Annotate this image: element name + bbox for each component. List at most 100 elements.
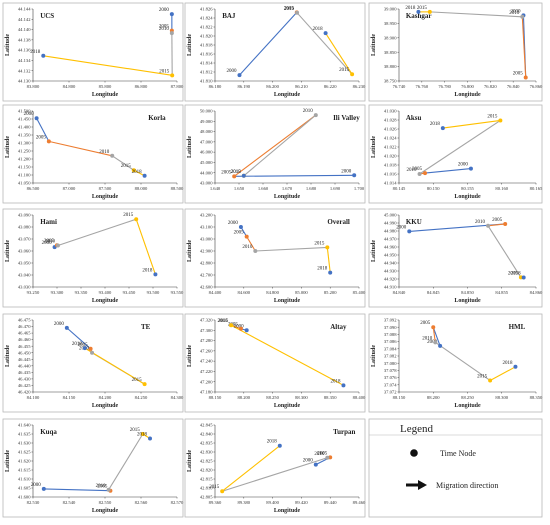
x-tick-label: 84.150 [63,395,76,400]
x-tick-label: 89.420 [295,500,308,505]
time-node-2010 [313,113,318,118]
time-node-label-2015: 2015 [417,6,428,11]
time-node-2018 [341,383,346,388]
time-node-label-2018: 2018 [30,50,41,55]
time-node-label-2015: 2015 [314,241,325,246]
x-tick-label: 82.560 [135,500,148,505]
y-tick-label: 46.000 [200,150,213,155]
time-node-2015 [140,432,145,436]
y-tick-label: 46.460 [18,337,31,342]
legend-title: Legend [400,423,433,435]
time-node-label-2000: 2000 [303,459,314,464]
time-node-label-2015: 2015 [130,428,141,433]
time-node-label-2000: 2000 [341,169,352,174]
x-tick-label: 1.650 [234,186,245,191]
y-tick-label: 41.100 [18,173,31,178]
y-tick-label: 45.000 [200,160,213,165]
migration-segment-2015-2018 [84,347,145,385]
time-node-label-2018: 2018 [267,440,278,445]
time-node-label-2000: 2000 [159,8,170,13]
time-node-label-2015: 2015 [487,114,498,119]
y-tick-label: 44.130 [18,79,31,84]
panel-aksu: 80.145 80.150 80.155 80.160 80.165 41.014 41.0… [368,104,543,204]
y-tick-label: 41.610 [18,477,31,482]
x-tick-label: 85.800 [99,84,112,89]
y-tick-label: 43.060 [18,249,31,254]
time-node-label-2010: 2010 [45,239,56,244]
time-node-2010 [520,14,525,19]
legend: Legend Time Node Migration direction [368,418,543,518]
y-tick-label: 37.074 [384,382,397,387]
migration-segment-2010-2015 [111,155,135,171]
y-tick-label: 46.425 [18,383,31,388]
time-node-label-2015: 2015 [159,69,170,74]
time-node-2010 [106,487,111,492]
y-tick-label: 38.950 [384,21,397,26]
x-tick-label: 87.500 [99,186,112,191]
y-tick-label: 44.134 [18,58,31,63]
panel-te: 84.100 84.150 84.200 84.250 84.300 46.420 46.4… [2,313,184,413]
time-node-label-2015: 2015 [121,164,132,169]
time-node-label-2015: 2015 [477,374,488,379]
x-tick-label: 83.800 [27,84,40,89]
panel-title: TE [141,323,151,331]
time-node-label-2015: 2015 [123,213,134,218]
x-tick-label: 76.740 [393,84,406,89]
x-tick-label: 84.400 [209,290,222,295]
time-node-2005 [431,325,436,330]
x-tick-label: 87.000 [63,186,76,191]
panel-korla: 86.500 87.000 87.500 88.000 88.500 41.050 41.1… [2,104,184,204]
time-node-label-2005: 2005 [228,323,239,328]
y-tick-label: 46.440 [18,363,31,368]
y-tick-label: 44.960 [384,245,397,250]
y-tick-label: 47.220 [200,369,213,374]
x-tick-label: 86.800 [135,84,148,89]
x-tick-label: 89.440 [324,500,337,505]
migration-segment-2010-2015 [243,114,317,177]
time-node-label-2018: 2018 [317,267,328,272]
x-axis-label: Longitude [274,298,301,304]
x-tick-label: 88.300 [295,395,308,400]
panel-kashgar: 76.740 76.760 76.780 76.800 76.820 76.840 76.8… [368,2,543,102]
x-tick-label: 84.100 [27,395,40,400]
migration-segment-2000-2005 [36,117,50,142]
time-node-2018 [41,53,46,58]
time-node-label-2000: 2000 [226,69,237,74]
y-tick-label: 46.430 [18,377,31,382]
x-tick-label: 82.530 [27,500,40,505]
time-node-label-2005: 2005 [97,485,108,490]
y-tick-label: 43.030 [18,285,31,290]
y-tick-label: 48.000 [200,129,213,134]
x-tick-label: 84.860 [530,290,543,295]
x-tick-label: 86.210 [295,84,308,89]
y-tick-label: 41.822 [200,25,213,30]
y-axis-label: Latitude [371,240,377,262]
migration-segment-2015-2018 [221,445,281,492]
x-axis-label: Longitude [92,298,119,304]
x-axis-label: Longitude [454,403,481,409]
time-node-2018 [148,436,152,441]
x-tick-label: 88.250 [266,395,279,400]
panel-hami: 93.250 93.300 93.350 93.400 93.450 93.500 93.5… [2,208,184,308]
y-tick-label: 46.455 [18,344,31,349]
time-node-label-2000: 2000 [54,322,65,327]
y-tick-label: 37.076 [384,375,397,380]
time-node-2010 [433,340,438,345]
y-tick-label: 46.420 [18,390,31,395]
y-tick-label: 39.000 [384,7,397,12]
y-tick-label: 41.020 [384,154,397,159]
x-axis-label: Longitude [454,92,481,98]
time-node-2000 [438,343,443,348]
migration-segment-2015-2018 [325,32,353,75]
y-tick-label: 43.080 [18,225,31,230]
panel-title: Ili Valley [333,114,360,122]
x-tick-label: 93.250 [27,290,40,295]
x-tick-label: 93.300 [51,290,64,295]
y-tick-label: 43.200 [200,213,213,218]
x-axis-label: Longitude [454,298,481,304]
time-node-2018 [328,270,333,275]
time-node-2015 [142,382,147,387]
x-tick-label: 84.855 [495,290,508,295]
y-tick-label: 37.082 [384,354,397,359]
panel-altay: 88.150 88.200 88.250 88.300 88.350 88.400 47.1… [184,313,366,413]
